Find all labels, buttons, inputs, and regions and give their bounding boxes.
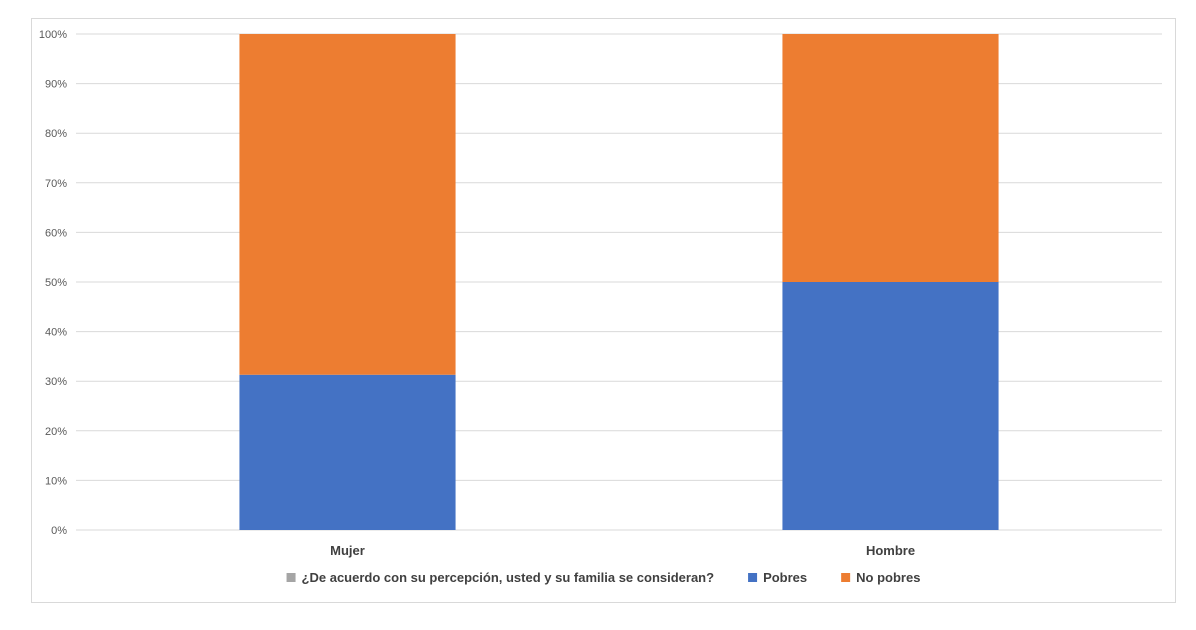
x-axis-category-labels: Mujer Hombre <box>330 543 915 558</box>
bar-segment <box>782 34 999 282</box>
legend-swatch <box>841 573 851 582</box>
gridlines <box>76 33 1162 531</box>
y-tick-label: 90% <box>45 79 67 91</box>
legend-label: ¿De acuerdo con su percepción, usted y s… <box>302 570 715 585</box>
legend-item: Pobres <box>748 570 807 585</box>
y-tick-label: 40% <box>45 327 67 339</box>
y-tick-label: 20% <box>45 426 67 438</box>
y-tick-label: 80% <box>45 128 67 140</box>
y-axis-tick-labels: 0% 10% 20% 30% 40% 50% 60% 70% 80% 90% 100% <box>39 29 67 537</box>
y-tick-label: 10% <box>45 475 67 487</box>
y-tick-label: 30% <box>45 376 67 388</box>
legend-item: ¿De acuerdo con su percepción, usted y s… <box>286 570 715 585</box>
bar-segment <box>782 282 999 530</box>
y-tick-label: 100% <box>39 29 67 41</box>
bar-segment <box>239 374 456 530</box>
bars <box>239 34 999 530</box>
legend: ¿De acuerdo con su percepción, usted y s… <box>286 570 920 585</box>
legend-swatch <box>748 573 758 582</box>
legend-label: Pobres <box>763 570 807 585</box>
legend-item: No pobres <box>841 570 920 585</box>
bar-segment <box>239 34 456 375</box>
legend-swatch <box>286 573 296 582</box>
x-category-label: Mujer <box>330 543 365 558</box>
y-tick-label: 60% <box>45 227 67 239</box>
y-tick-label: 0% <box>51 525 67 537</box>
y-tick-label: 50% <box>45 277 67 289</box>
legend-label: No pobres <box>856 570 920 585</box>
x-category-label: Hombre <box>866 543 915 558</box>
y-tick-label: 70% <box>45 178 67 190</box>
